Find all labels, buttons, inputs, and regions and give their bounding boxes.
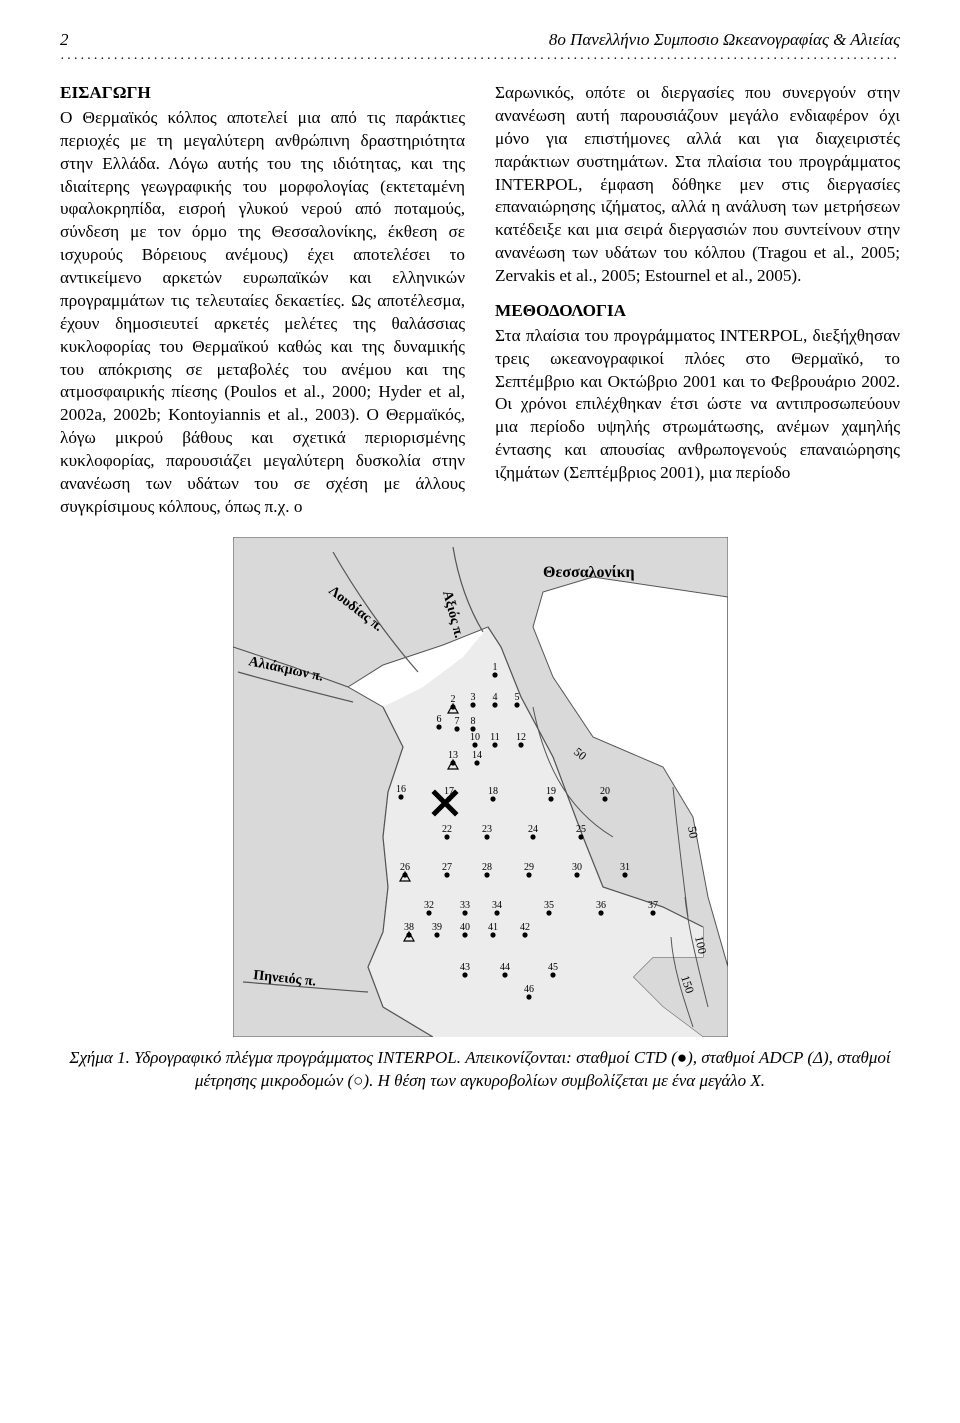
left-column: ΕΙΣΑΓΩΓΗ Ο Θερμαϊκός κόλπος αποτελεί μια… [60, 82, 465, 519]
page: 2 8ο Πανελλήνιο Συμποσιο Ωκεανογραφίας &… [0, 0, 960, 1423]
svg-text:32: 32 [424, 900, 434, 911]
svg-text:Θεσσαλονίκη: Θεσσαλονίκη [543, 564, 635, 581]
methodology-paragraph: Στα πλαίσια του προγράμματος INTERPOL, δ… [495, 325, 900, 485]
svg-text:39: 39 [432, 922, 442, 933]
svg-text:41: 41 [488, 922, 498, 933]
right-column: Σαρωνικός, οπότε οι διεργασίες που συνερ… [495, 82, 900, 519]
svg-text:18: 18 [488, 786, 498, 797]
svg-text:11: 11 [490, 732, 500, 743]
svg-text:27: 27 [442, 862, 452, 873]
svg-text:36: 36 [596, 900, 606, 911]
running-head-row: 2 8ο Πανελλήνιο Συμποσιο Ωκεανογραφίας &… [60, 30, 900, 50]
svg-text:35: 35 [544, 900, 554, 911]
svg-text:16: 16 [396, 784, 406, 795]
intro-paragraph: Ο Θερμαϊκός κόλπος αποτελεί μια από τις … [60, 107, 465, 519]
svg-text:25: 25 [576, 824, 586, 835]
svg-text:10: 10 [470, 732, 480, 743]
svg-text:4: 4 [492, 692, 497, 703]
svg-text:31: 31 [620, 862, 630, 873]
svg-text:3: 3 [470, 692, 475, 703]
svg-text:45: 45 [548, 962, 558, 973]
svg-text:37: 37 [648, 900, 658, 911]
figure-1-caption: Σχήμα 1. Υδρογραφικό πλέγμα προγράμματος… [60, 1047, 900, 1093]
svg-text:44: 44 [500, 962, 510, 973]
figure-1: 5050100150ΘεσσαλονίκηΑξιός π.Λουδίας π.Α… [60, 537, 900, 1093]
page-number: 2 [60, 30, 69, 50]
svg-text:30: 30 [572, 862, 582, 873]
svg-text:24: 24 [528, 824, 538, 835]
svg-text:23: 23 [482, 824, 492, 835]
svg-text:40: 40 [460, 922, 470, 933]
svg-text:7: 7 [454, 716, 459, 727]
svg-text:34: 34 [492, 900, 502, 911]
svg-text:19: 19 [546, 786, 556, 797]
svg-text:42: 42 [520, 922, 530, 933]
map-svg: 5050100150ΘεσσαλονίκηΑξιός π.Λουδίας π.Α… [233, 537, 728, 1037]
section-heading-methodology: ΜΕΘΟΔΟΛΟΓΙΑ [495, 300, 900, 323]
svg-text:50: 50 [685, 825, 701, 839]
svg-text:43: 43 [460, 962, 470, 973]
header-dotline: ········································… [60, 52, 900, 68]
section-heading-intro: ΕΙΣΑΓΩΓΗ [60, 82, 465, 105]
body-columns: ΕΙΣΑΓΩΓΗ Ο Θερμαϊκός κόλπος αποτελεί μια… [60, 82, 900, 519]
svg-text:29: 29 [524, 862, 534, 873]
svg-text:1: 1 [492, 662, 497, 673]
svg-text:46: 46 [524, 984, 534, 995]
svg-text:28: 28 [482, 862, 492, 873]
svg-text:6: 6 [436, 714, 441, 725]
running-head: 8ο Πανελλήνιο Συμποσιο Ωκεανογραφίας & Α… [549, 30, 900, 50]
svg-text:8: 8 [470, 716, 475, 727]
intro-continued-paragraph: Σαρωνικός, οπότε οι διεργασίες που συνερ… [495, 82, 900, 288]
svg-text:12: 12 [516, 732, 526, 743]
svg-text:5: 5 [514, 692, 519, 703]
svg-text:20: 20 [600, 786, 610, 797]
svg-text:33: 33 [460, 900, 470, 911]
svg-text:14: 14 [472, 750, 482, 761]
svg-text:22: 22 [442, 824, 452, 835]
